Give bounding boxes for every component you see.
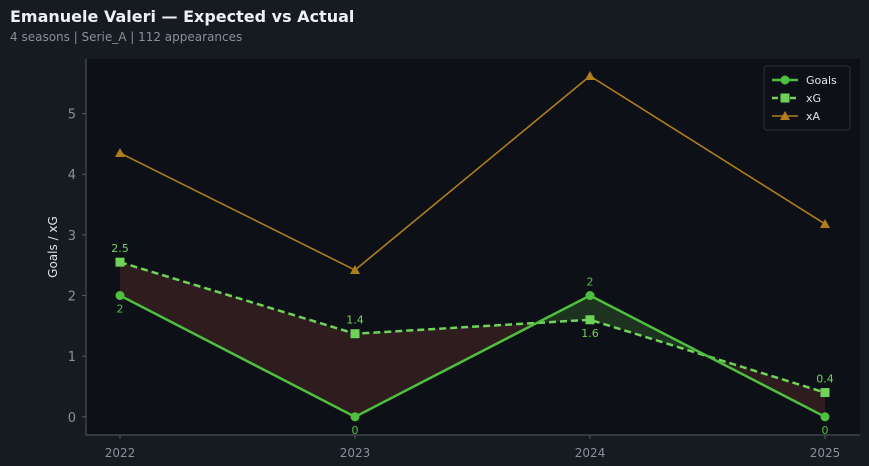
goals-point bbox=[350, 412, 360, 422]
y-tick-label: 3 bbox=[68, 229, 76, 244]
xa-point bbox=[350, 265, 360, 275]
y-tick-label: 2 bbox=[68, 290, 76, 305]
x-tick-label: 2025 bbox=[810, 446, 841, 460]
xg-point bbox=[585, 315, 595, 325]
chart-title: Emanuele Valeri — Expected vs Actual bbox=[10, 7, 355, 26]
xa-point bbox=[585, 70, 595, 80]
data-label: 2 bbox=[117, 303, 124, 316]
y-tick-label: 4 bbox=[68, 168, 76, 183]
y-tick-label: 1 bbox=[68, 350, 76, 365]
y-tick-label: 0 bbox=[68, 411, 76, 426]
legend-marker bbox=[780, 75, 790, 85]
plot-area bbox=[86, 59, 860, 435]
goals-point bbox=[820, 412, 830, 422]
legend-marker bbox=[780, 93, 790, 103]
goals-point bbox=[585, 291, 595, 301]
series-line-Goals bbox=[119, 294, 826, 419]
xg-point bbox=[350, 329, 360, 339]
legend-marker bbox=[780, 111, 790, 120]
legend-label: Goals bbox=[806, 74, 837, 87]
data-label: 0.4 bbox=[816, 373, 834, 386]
series-line-xA bbox=[119, 74, 826, 271]
x-tick-label: 2023 bbox=[340, 446, 371, 460]
legend-label: xG bbox=[806, 92, 821, 105]
data-label: 0 bbox=[352, 424, 359, 437]
fill-between bbox=[120, 262, 355, 417]
data-label: 2 bbox=[587, 276, 594, 289]
series-line-xG bbox=[119, 260, 826, 394]
x-tick-label: 2022 bbox=[105, 446, 136, 460]
goals-point bbox=[115, 291, 125, 301]
chart-subtitle: 4 seasons | Serie_A | 112 appearances bbox=[10, 30, 243, 44]
x-tick-label: 2024 bbox=[575, 446, 606, 460]
xa-point bbox=[115, 148, 125, 157]
data-label: 1.4 bbox=[346, 314, 364, 327]
xg-point bbox=[820, 388, 830, 398]
xa-point bbox=[820, 218, 830, 228]
xg-point bbox=[115, 257, 125, 267]
y-tick-label: 5 bbox=[68, 108, 76, 123]
data-label: 1.6 bbox=[581, 327, 599, 340]
data-label: 2.5 bbox=[111, 242, 129, 255]
data-label: 0 bbox=[822, 424, 829, 437]
y-axis-label: Goals / xG bbox=[46, 216, 60, 278]
legend-label: xA bbox=[806, 110, 821, 123]
